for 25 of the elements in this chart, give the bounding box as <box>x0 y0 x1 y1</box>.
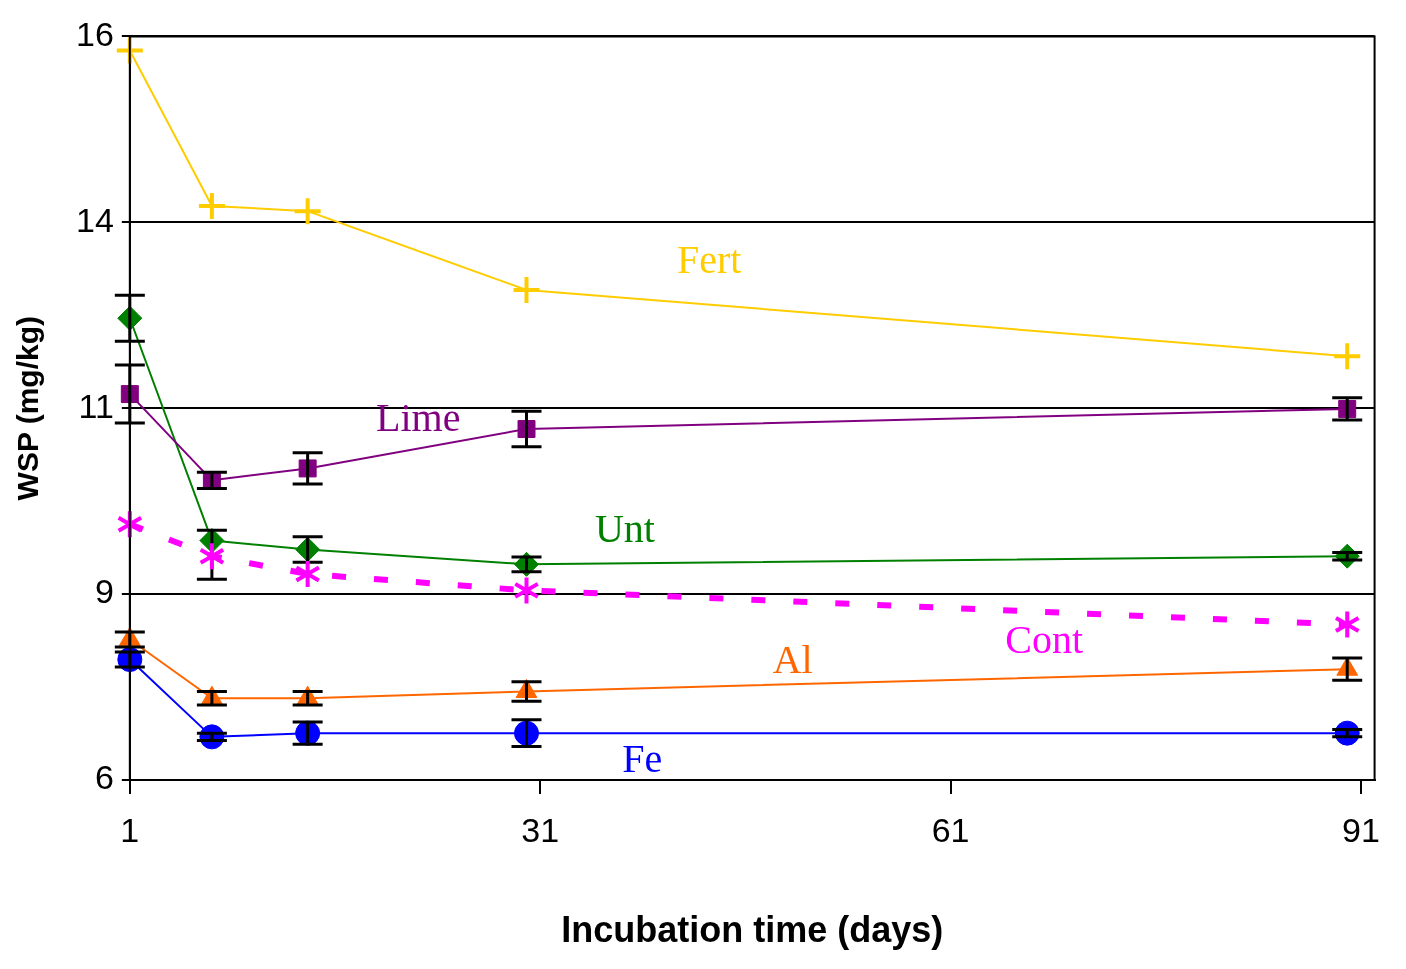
y-tick-label: 9 <box>94 572 114 611</box>
point <box>199 543 225 570</box>
point <box>1334 343 1361 370</box>
series-label: Al <box>772 637 813 683</box>
point <box>294 198 321 225</box>
point <box>514 577 539 604</box>
x-tick-label: 61 <box>931 810 970 849</box>
point <box>1334 611 1360 638</box>
y-tick-label: 11 <box>78 386 114 425</box>
y-tick-label: 16 <box>75 14 114 53</box>
series-label: Fe <box>622 735 663 781</box>
x-axis-title: Incubation time (days) <box>561 909 944 951</box>
x-tick-label: 31 <box>521 810 560 849</box>
series-label: Unt <box>594 506 655 552</box>
series-label: Cont <box>1005 616 1084 662</box>
point <box>198 192 225 219</box>
y-axis-title: WSP (mg/kg) <box>11 315 45 501</box>
point <box>513 276 540 303</box>
point <box>295 561 320 588</box>
series-label: Lime <box>376 394 461 440</box>
series-label: Fert <box>676 236 742 282</box>
x-tick-label: 91 <box>1341 810 1380 849</box>
y-tick-label: 6 <box>94 758 114 797</box>
x-tick-label: 1 <box>120 810 140 849</box>
y-tick-label: 14 <box>75 200 114 239</box>
